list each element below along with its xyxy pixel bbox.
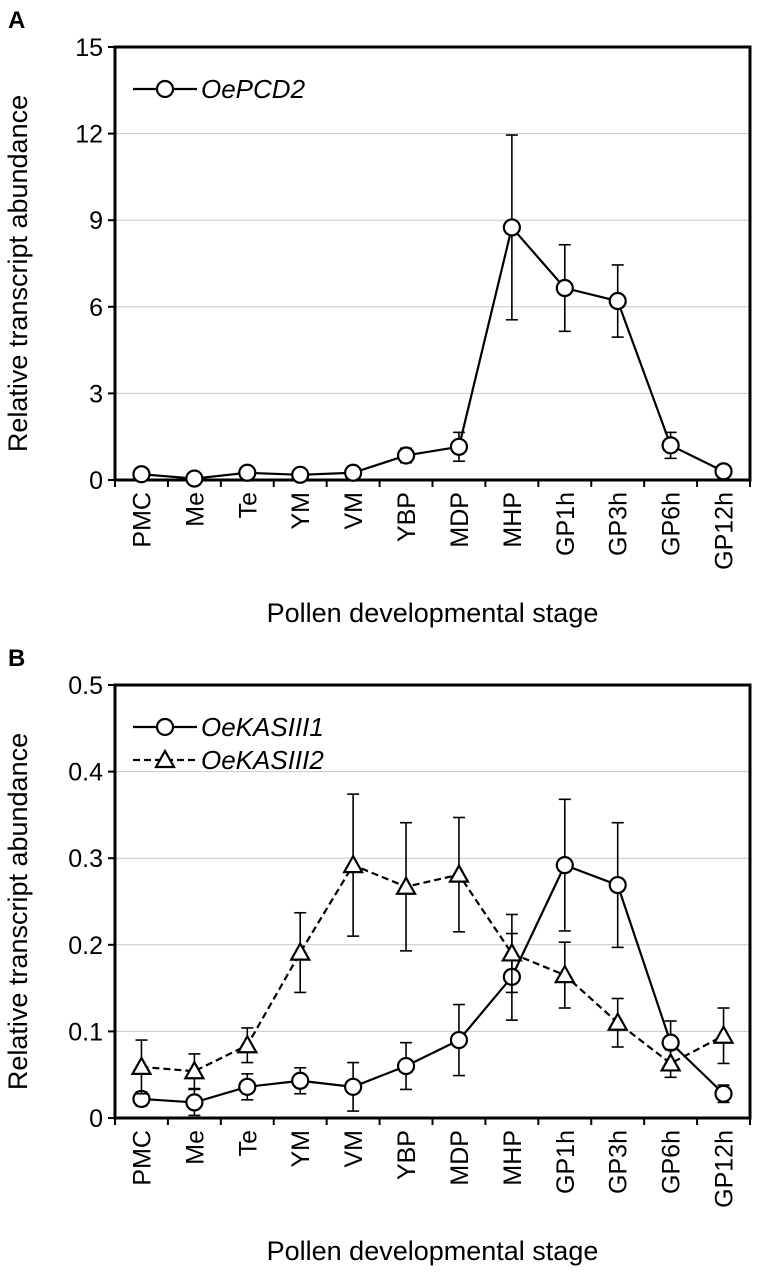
data-point xyxy=(289,941,312,961)
data-point xyxy=(185,1093,204,1112)
data-point xyxy=(344,463,363,482)
x-tick-label: VM xyxy=(340,492,368,530)
y-tick-label: 15 xyxy=(75,34,103,62)
plot-frame xyxy=(113,45,752,482)
data-point xyxy=(448,863,470,883)
y-tick-label: 0 xyxy=(89,1105,103,1133)
data-point xyxy=(553,963,576,984)
data-point xyxy=(714,462,733,481)
x-tick-label: GP3h xyxy=(605,492,633,556)
x-tick-label: Me xyxy=(181,492,209,527)
data-point xyxy=(449,1030,469,1050)
x-axis-title: Pollen developmental stage xyxy=(267,1236,599,1266)
x-tick-label: YM xyxy=(287,1130,315,1168)
x-tick-label: GP3h xyxy=(605,1130,633,1194)
x-tick-label: GP12h xyxy=(711,1130,739,1208)
x-tick-label: MHP xyxy=(499,492,527,548)
legend-label: OePCD2 xyxy=(201,74,306,104)
data-point xyxy=(395,875,417,895)
x-tick-label: GP12h xyxy=(711,492,739,570)
x-tick-label: YBP xyxy=(393,492,421,542)
x-tick-label: PMC xyxy=(128,1130,156,1186)
series-line xyxy=(141,863,725,1073)
data-point xyxy=(185,469,204,488)
x-tick-label: GP1h xyxy=(552,1130,580,1194)
y-tick-label: 12 xyxy=(75,121,103,149)
data-point xyxy=(502,218,521,237)
data-point xyxy=(238,1077,257,1096)
legend-marker xyxy=(154,748,176,769)
x-tick-label: PMC xyxy=(128,492,156,548)
y-axis-title: Relative transcript abundance xyxy=(3,95,33,452)
data-point xyxy=(608,291,627,311)
y-axis-title: Relative transcript abundance xyxy=(3,733,33,1090)
data-point xyxy=(130,1055,153,1076)
data-point xyxy=(183,1059,206,1080)
data-point xyxy=(712,1024,735,1044)
y-tick-label: 0.2 xyxy=(68,932,103,960)
panel-b: 0 0.1 0.2 0.3 0.4 0.5 PMC Me Te YM VM YBP MDP MHP GP1h… xyxy=(3,645,752,1266)
series-line xyxy=(141,225,725,480)
legend-label: OeKASIII1 xyxy=(201,712,324,742)
x-tick-label: MDP xyxy=(446,492,474,548)
data-point xyxy=(291,1071,310,1090)
x-axis-title: Pollen developmental stage xyxy=(267,598,599,628)
x-tick-label: GP6h xyxy=(658,1130,686,1194)
data-point xyxy=(396,446,416,465)
data-point xyxy=(606,1011,629,1031)
data-point xyxy=(238,463,257,482)
legend-marker xyxy=(155,717,175,737)
legend-label: OeKASIII2 xyxy=(201,745,324,775)
x-tick-label: MDP xyxy=(446,1130,474,1186)
data-point xyxy=(659,1052,682,1072)
series-line xyxy=(141,863,725,1104)
y-tick-label: 6 xyxy=(89,294,103,322)
data-point xyxy=(236,1034,259,1054)
x-tick-label: Te xyxy=(234,1130,262,1156)
data-point xyxy=(555,278,574,298)
data-point xyxy=(344,1077,363,1096)
panel-label: A xyxy=(8,7,25,34)
x-tick-label: VM xyxy=(340,1130,368,1168)
x-tick-label: GP6h xyxy=(658,492,686,556)
y-tick-label: 0.5 xyxy=(68,672,103,700)
x-tick-label: YM xyxy=(287,492,315,530)
data-point xyxy=(500,942,523,962)
y-tick-label: 0 xyxy=(89,467,103,495)
data-point xyxy=(714,1084,733,1103)
x-tick-label: GP1h xyxy=(552,492,580,556)
plot-frame xyxy=(113,683,752,1120)
data-point xyxy=(555,856,574,875)
x-tick-label: MHP xyxy=(499,1130,527,1186)
x-tick-label: Me xyxy=(181,1130,209,1165)
data-point xyxy=(132,465,151,484)
data-point xyxy=(342,853,365,874)
y-tick-label: 0.4 xyxy=(68,759,103,787)
y-tick-label: 0.3 xyxy=(68,845,103,873)
data-point xyxy=(396,1056,416,1076)
x-tick-label: YBP xyxy=(393,1130,421,1180)
y-tick-label: 9 xyxy=(89,207,103,235)
panel-label: B xyxy=(8,645,25,672)
data-point xyxy=(291,465,310,484)
x-tick-label: Te xyxy=(234,492,262,518)
data-point xyxy=(608,875,627,895)
data-point xyxy=(661,436,680,455)
data-point xyxy=(449,437,469,456)
data-point xyxy=(661,1033,680,1052)
y-tick-label: 0.1 xyxy=(68,1018,103,1046)
y-tick-label: 3 xyxy=(89,380,103,408)
panel-a: 0 3 6 9 12 15 PMC Me Te YM VM YBP MDP MHP GP1h GP3h GP6h… xyxy=(3,7,752,628)
legend-marker xyxy=(155,79,175,99)
